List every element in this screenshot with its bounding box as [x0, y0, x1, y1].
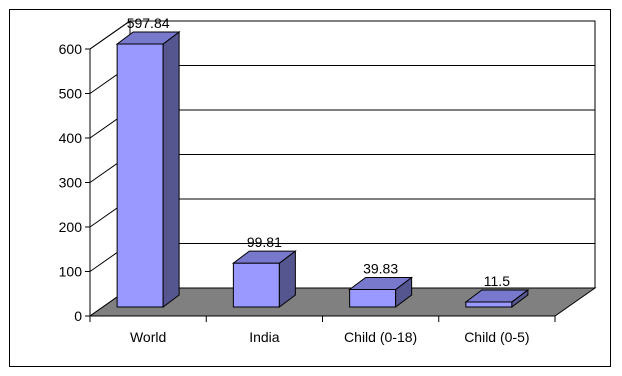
bar [115, 31, 181, 308]
bar [348, 276, 414, 308]
y-tick-label: 500 [59, 86, 83, 102]
bar-front-face [465, 301, 513, 308]
y-tick-label: 400 [59, 130, 83, 146]
bar-front-face [349, 288, 397, 308]
bar [464, 288, 530, 308]
x-tick-label: Child (0-18) [344, 329, 417, 345]
bar-front-face [232, 262, 280, 308]
data-label: 99.81 [247, 234, 282, 250]
y-tick-label: 600 [59, 41, 83, 57]
x-tick-label: India [249, 329, 280, 345]
y-tick-label: 0 [74, 308, 82, 324]
y-tick-label: 100 [59, 264, 83, 280]
data-label: 11.5 [484, 273, 510, 289]
bar-side-face [162, 31, 180, 308]
bar-top-face [348, 276, 414, 290]
bar-front-face [116, 43, 164, 308]
x-tick-label: Child (0-5) [464, 329, 529, 345]
bar [231, 250, 297, 308]
y-tick-label: 200 [59, 219, 83, 235]
data-label: 597.84 [127, 15, 170, 31]
bar-top-face [464, 289, 530, 303]
bar-top-face [115, 31, 181, 45]
data-label: 39.83 [363, 260, 398, 276]
gridline [89, 20, 595, 50]
x-tick-label: World [130, 329, 166, 345]
y-tick-label: 300 [59, 175, 83, 191]
bar-top-face [231, 250, 297, 264]
